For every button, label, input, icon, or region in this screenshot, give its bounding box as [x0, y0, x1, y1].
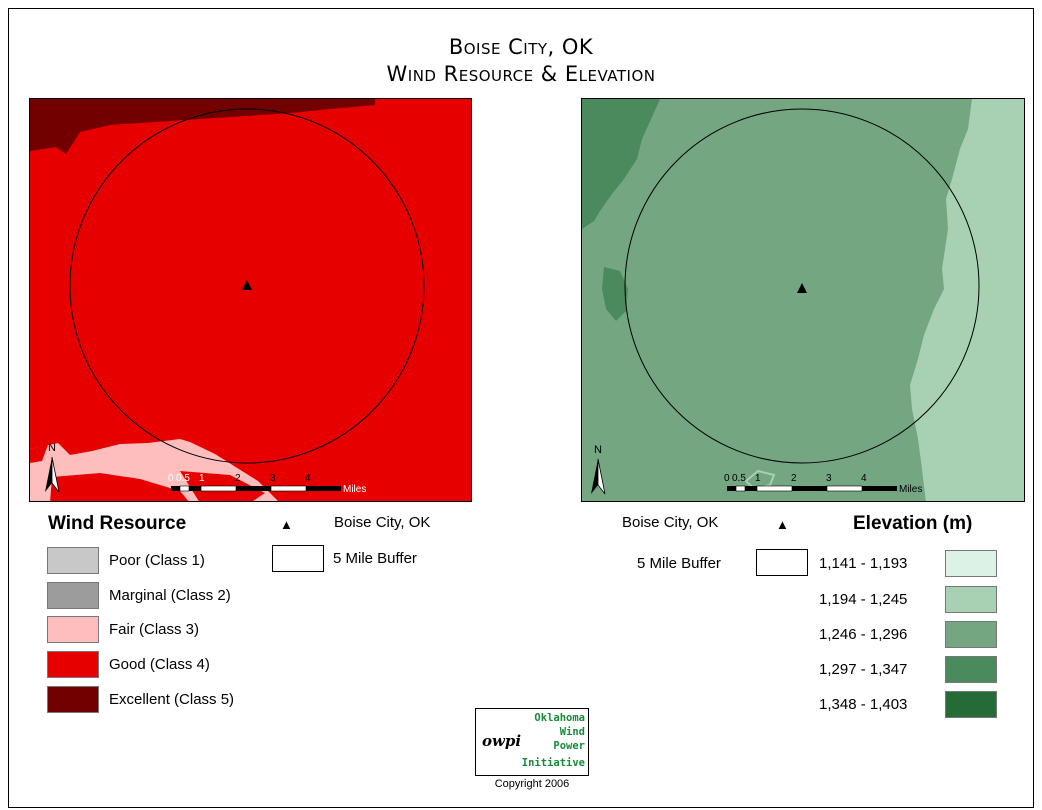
- svg-text:2: 2: [235, 473, 241, 484]
- boise-city-marker: [242, 280, 252, 290]
- wind-class-label: Fair (Class 3): [109, 621, 200, 638]
- wind-class-label: Good (Class 4): [109, 656, 210, 673]
- wind-swatch-poor: [47, 547, 99, 574]
- svg-text:N: N: [48, 442, 56, 454]
- elevation-swatch-5: [945, 691, 997, 718]
- wind-legend-city-label: Boise City, OK: [334, 514, 431, 531]
- svg-text:0: 0: [724, 473, 730, 484]
- svg-text:N: N: [594, 444, 602, 456]
- elevation-swatch-2: [945, 586, 997, 613]
- elevation-class-label: 1,194 - 1,245: [819, 591, 908, 608]
- svg-text:1: 1: [199, 473, 205, 484]
- svg-text:Miles: Miles: [343, 484, 366, 495]
- svg-text:4: 4: [861, 473, 867, 484]
- city-marker-icon: ▲: [776, 517, 789, 532]
- svg-text:0: 0: [168, 473, 174, 484]
- svg-text:0.5: 0.5: [176, 473, 190, 484]
- wind-legend-buffer-label: 5 Mile Buffer: [333, 550, 417, 567]
- scale-bar: 0 0.5 1 2 3 4 Miles: [724, 473, 922, 495]
- wind-class-label: Excellent (Class 5): [109, 691, 235, 708]
- good-class-area: [30, 99, 471, 501]
- map-title-line2: Wind Resource & Elevation: [386, 62, 656, 86]
- svg-text:1: 1: [755, 473, 761, 484]
- elevation-swatch-4: [945, 656, 997, 683]
- logo-mark: owpi: [482, 732, 522, 750]
- five-mile-buffer-circle: [69, 108, 425, 464]
- elevation-1297-1347-area-west: [602, 267, 628, 321]
- elevation-class-label: 1,246 - 1,296: [819, 626, 908, 643]
- excellent-class-area: [30, 99, 375, 154]
- copyright-text: Copyright 2006: [494, 778, 570, 790]
- city-marker-icon: ▲: [280, 517, 293, 532]
- svg-text:3: 3: [270, 473, 276, 484]
- elevation-swatch-1: [945, 550, 997, 577]
- north-arrow: N: [45, 442, 60, 493]
- map-title-line1: Boise City, OK: [448, 35, 594, 59]
- wind-class-label: Poor (Class 1): [109, 552, 205, 569]
- five-mile-buffer-circle: [624, 108, 980, 464]
- elevation-class-label: 1,348 - 1,403: [819, 696, 908, 713]
- owpi-logo[interactable]: Oklahoma Wind owpi Power Initiative: [475, 708, 589, 776]
- elevation-map[interactable]: N 0 0.5 1 2 3 4 Miles: [581, 98, 1025, 502]
- elevation-legend-buffer-label: 5 Mile Buffer: [637, 555, 721, 572]
- elevation-swatch-3: [945, 621, 997, 648]
- elevation-legend-title: Elevation (m): [853, 513, 973, 534]
- wind-swatch-good: [47, 651, 99, 678]
- wind-legend-title: Wind Resource: [48, 513, 187, 534]
- logo-text-power: Power: [553, 740, 585, 752]
- wind-swatch-excellent: [47, 686, 99, 713]
- wind-resource-map[interactable]: N 0 0.5 1 2 3 4 Miles: [29, 98, 472, 502]
- logo-text-wind: Wind: [559, 726, 585, 738]
- north-arrow: N: [591, 444, 606, 495]
- svg-text:4: 4: [305, 473, 311, 484]
- buffer-symbol: [756, 549, 808, 576]
- svg-text:2: 2: [791, 473, 797, 484]
- logo-text-initiative: Initiative: [521, 757, 585, 769]
- svg-text:3: 3: [826, 473, 832, 484]
- wind-swatch-marginal: [47, 582, 99, 609]
- elevation-1194-1245-area: [910, 99, 1024, 501]
- wind-class-label: Marginal (Class 2): [109, 587, 231, 604]
- elevation-class-label: 1,297 - 1,347: [819, 661, 908, 678]
- logo-text-oklahoma: Oklahoma: [534, 712, 585, 724]
- elevation-class-label: 1,141 - 1,193: [819, 555, 908, 572]
- elevation-1297-1347-area-north: [582, 99, 660, 229]
- svg-text:0.5: 0.5: [732, 473, 746, 484]
- boise-city-marker: [797, 283, 807, 293]
- scale-bar: 0 0.5 1 2 3 4 Miles: [168, 473, 366, 495]
- buffer-symbol: [272, 545, 324, 572]
- svg-text:Miles: Miles: [899, 484, 922, 495]
- elevation-legend-city-label: Boise City, OK: [622, 514, 719, 531]
- wind-swatch-fair: [47, 616, 99, 643]
